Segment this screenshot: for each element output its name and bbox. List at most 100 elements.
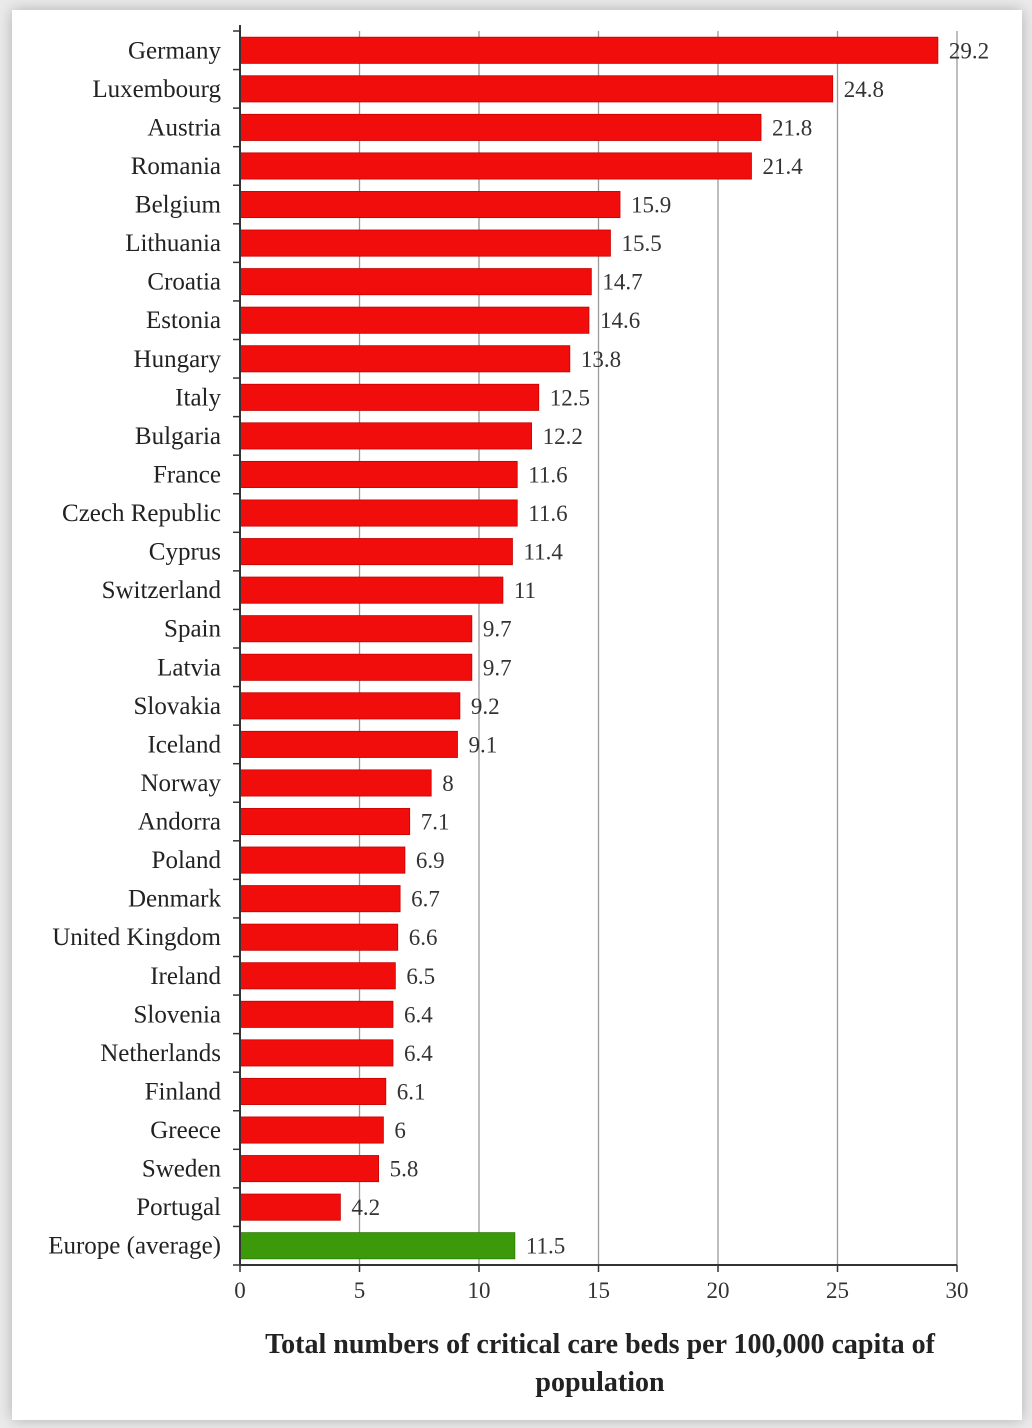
category-label: Andorra <box>138 809 221 836</box>
bar <box>239 692 461 720</box>
data-label: 14.7 <box>602 270 642 295</box>
category-label: Sweden <box>142 1156 222 1183</box>
data-label: 29.2 <box>949 38 989 63</box>
bar <box>239 1193 341 1221</box>
x-axis-label-line-2: population <box>535 1367 665 1398</box>
category-label: Greece <box>150 1117 221 1144</box>
data-label: 6.6 <box>409 925 438 950</box>
data-label: 5.8 <box>390 1157 419 1182</box>
data-label: 12.5 <box>550 385 590 410</box>
bar <box>239 306 590 334</box>
bar <box>239 113 762 141</box>
category-label: Austria <box>147 114 221 141</box>
x-tick-label: 5 <box>354 1278 366 1303</box>
data-label: 24.8 <box>844 77 884 102</box>
category-label: Germany <box>128 37 222 64</box>
category-label: Hungary <box>134 346 222 373</box>
data-label: 6 <box>394 1118 406 1143</box>
category-label: Finland <box>145 1078 222 1105</box>
data-label: 11.5 <box>526 1234 565 1259</box>
bar <box>239 268 592 296</box>
bar <box>239 730 458 758</box>
data-label: 6.9 <box>416 848 445 873</box>
category-label: Netherlands <box>100 1040 221 1067</box>
bar <box>239 383 540 411</box>
data-label: 6.4 <box>404 1041 433 1066</box>
category-label: Romania <box>131 153 221 180</box>
category-label: Estonia <box>146 307 221 334</box>
data-label: 14.6 <box>600 308 640 333</box>
bar <box>239 345 571 373</box>
category-label: Lithuania <box>125 230 221 257</box>
bar <box>239 191 621 219</box>
x-axis-label-line-1: Total numbers of critical care beds per … <box>265 1329 936 1360</box>
bar <box>239 1077 387 1105</box>
bar <box>239 229 611 257</box>
data-label: 7.1 <box>421 810 450 835</box>
category-label: Poland <box>152 847 222 874</box>
category-label: Europe (average) <box>48 1233 221 1260</box>
category-label: Bulgaria <box>135 423 221 450</box>
x-tick-label: 10 <box>468 1278 491 1303</box>
data-label: 6.4 <box>404 1002 433 1027</box>
data-label: 11.6 <box>528 501 567 526</box>
bar <box>239 923 399 951</box>
data-label: 9.2 <box>471 694 500 719</box>
category-label: Luxembourg <box>92 76 221 103</box>
data-label: 9.7 <box>483 617 512 642</box>
bar <box>239 962 396 990</box>
data-label: 12.2 <box>543 424 583 449</box>
category-label: Italy <box>175 384 221 411</box>
bar <box>239 1000 394 1028</box>
category-label: Latvia <box>157 654 221 681</box>
bar <box>239 1155 380 1183</box>
bar-chart: Germany 29.2 Luxembourg 24.8 Austria 21.8 Roma… <box>48 25 989 1398</box>
axes <box>233 25 958 1272</box>
category-label: Portugal <box>136 1194 221 1221</box>
bar <box>239 36 939 64</box>
bar <box>239 769 432 797</box>
bar <box>239 538 513 566</box>
data-label: 6.7 <box>411 887 440 912</box>
category-label: Slovenia <box>134 1001 222 1028</box>
x-tick-label: 25 <box>826 1278 849 1303</box>
chart-page: Germany 29.2 Luxembourg 24.8 Austria 21.8 Roma… <box>12 10 1022 1420</box>
data-label: 21.8 <box>772 115 812 140</box>
bar <box>239 422 532 450</box>
bar <box>239 1116 384 1144</box>
bar <box>239 152 752 180</box>
category-label: Slovakia <box>134 693 222 720</box>
category-label: Norway <box>140 770 221 797</box>
category-label: Iceland <box>147 731 221 758</box>
x-tick-label: 0 <box>234 1278 246 1303</box>
category-label: Denmark <box>128 886 222 913</box>
category-label: France <box>153 461 221 488</box>
data-label: 9.7 <box>483 655 512 680</box>
category-label: Cyprus <box>149 539 221 566</box>
data-label: 11 <box>514 578 536 603</box>
bar <box>239 885 401 913</box>
bar <box>239 576 504 604</box>
x-tick-label: 15 <box>587 1278 610 1303</box>
data-label: 8 <box>442 771 454 796</box>
data-label: 13.8 <box>581 347 621 372</box>
bar <box>239 460 518 488</box>
bar <box>239 615 473 643</box>
category-label: Belgium <box>135 192 222 219</box>
bar <box>239 846 406 874</box>
bars <box>239 36 939 1260</box>
data-label: 6.1 <box>397 1079 426 1104</box>
data-label: 9.1 <box>468 732 497 757</box>
category-label: Ireland <box>150 963 221 990</box>
data-label: 4.2 <box>351 1195 380 1220</box>
data-label: 15.5 <box>621 231 661 256</box>
bar <box>239 75 834 103</box>
data-label: 11.4 <box>523 540 563 565</box>
data-label: 15.9 <box>631 193 671 218</box>
bar <box>239 653 473 681</box>
category-label: Spain <box>164 616 221 643</box>
category-label: Croatia <box>147 269 221 296</box>
category-label: United Kingdom <box>52 924 221 951</box>
data-label: 6.5 <box>406 964 435 989</box>
x-tick-label: 30 <box>946 1278 969 1303</box>
